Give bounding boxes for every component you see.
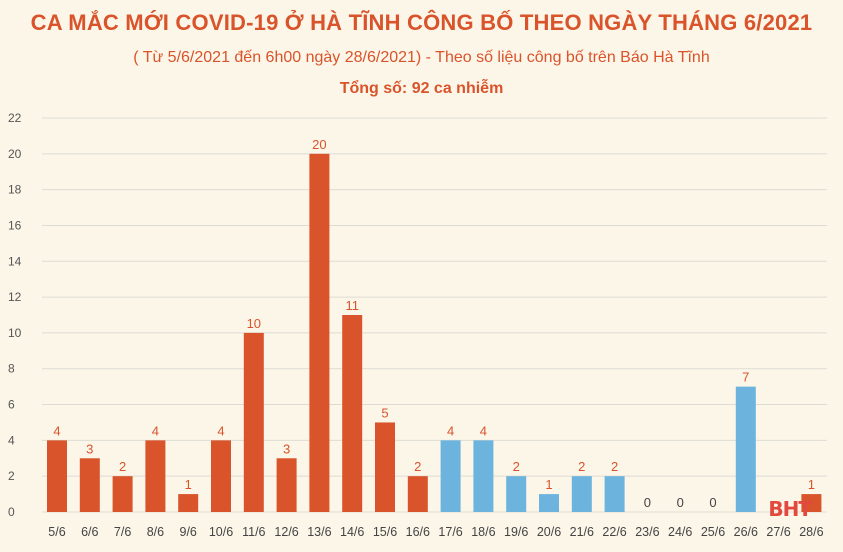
y-tick-label: 12 [8,290,22,304]
y-tick-label: 4 [8,433,15,447]
x-tick-label: 24/6 [668,525,692,539]
y-tick-label: 2 [8,469,15,483]
x-tick-label: 15/6 [373,525,397,539]
chart-total: Tổng số: 92 ca nhiễm [339,80,504,97]
bar-value-label: 2 [578,459,585,474]
bar [211,440,231,512]
x-tick-label: 27/6 [766,525,790,539]
bar-value-label: 0 [644,495,651,510]
chart-title: CA MẮC MỚI COVID-19 Ở HÀ TĨNH CÔNG BỐ TH… [30,10,813,35]
bar-value-label: 4 [53,423,60,438]
bar [145,440,166,512]
y-tick-label: 6 [8,398,15,412]
x-tick-label: 25/6 [701,525,725,539]
chart-subtitle: ( Từ 5/6/2021 đến 6h00 ngày 28/6/2021) -… [133,49,710,66]
bar [47,440,67,512]
y-tick-label: 22 [8,111,22,125]
bar [506,476,527,512]
bar [473,440,494,512]
x-tick-label: 20/6 [537,525,561,539]
bar-value-label: 10 [247,316,261,331]
bar [79,458,100,512]
bar-value-label: 2 [513,459,520,474]
x-tick-label: 14/6 [340,525,364,539]
bar [276,458,297,512]
x-tick-label: 23/6 [635,525,659,539]
bar-value-label: 2 [119,459,126,474]
bar [604,476,625,512]
bar [178,494,199,512]
bar-value-label: 0 [709,495,716,510]
bar [571,476,592,512]
bht-logo: BHT [768,497,812,521]
bar-value-label: 2 [611,459,618,474]
bar [801,494,822,512]
x-tick-label: 26/6 [734,525,758,539]
y-tick-label: 0 [8,505,15,519]
x-tick-label: 5/6 [48,525,65,539]
bar-value-label: 5 [381,405,388,420]
bar-value-label: 1 [808,477,815,492]
x-tick-label: 6/6 [81,525,98,539]
x-tick-label: 19/6 [504,525,528,539]
y-tick-label: 10 [8,326,22,340]
x-tick-label: 12/6 [274,525,298,539]
bar [243,332,264,512]
bar-value-label: 11 [345,298,359,313]
bar-value-label: 3 [86,441,93,456]
bar [309,153,330,512]
y-tick-label: 18 [8,183,22,197]
x-tick-label: 28/6 [799,525,823,539]
x-tick-label: 18/6 [471,525,495,539]
x-tick-label: 22/6 [602,525,626,539]
y-tick-label: 14 [8,254,22,268]
bar-value-label: 1 [545,477,552,492]
bar-value-label: 0 [677,495,684,510]
y-tick-label: 8 [8,362,15,376]
bar-value-label: 7 [742,370,749,385]
bar-value-label: 4 [480,423,487,438]
bar [375,422,395,512]
bar-value-label: 20 [312,137,326,152]
y-tick-label: 16 [8,218,22,232]
bar [539,494,559,512]
x-tick-label: 21/6 [570,525,594,539]
bar [440,440,461,512]
bar-value-label: 1 [185,477,192,492]
bar-value-label: 4 [217,423,224,438]
x-tick-label: 10/6 [209,525,233,539]
x-tick-label: 8/6 [147,525,164,539]
bar [342,315,363,512]
bar-value-label: 3 [283,441,290,456]
x-tick-label: 16/6 [406,525,430,539]
x-tick-label: 13/6 [307,525,331,539]
bar [407,476,428,512]
bar [112,476,133,512]
x-tick-label: 17/6 [438,525,462,539]
bar [735,386,756,512]
x-tick-label: 9/6 [180,525,197,539]
x-tick-label: 7/6 [114,525,131,539]
y-tick-label: 20 [8,147,22,161]
bar-value-label: 2 [414,459,421,474]
bar-value-label: 4 [152,423,159,438]
x-tick-label: 11/6 [242,525,265,539]
bar-value-label: 4 [447,423,454,438]
